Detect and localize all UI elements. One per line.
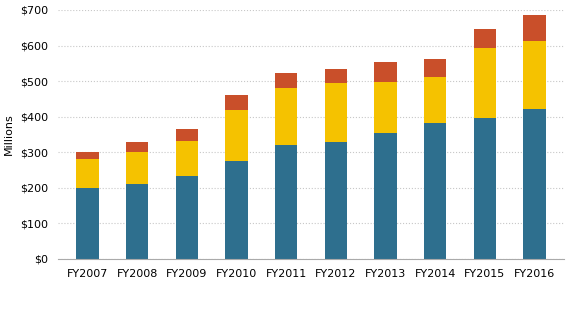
Bar xyxy=(176,176,198,259)
Bar xyxy=(474,29,496,48)
Bar xyxy=(275,145,297,259)
Bar xyxy=(76,188,98,259)
Bar xyxy=(474,118,496,259)
Bar xyxy=(325,83,347,141)
Bar xyxy=(325,69,347,83)
Bar xyxy=(374,82,397,133)
Bar xyxy=(374,133,397,259)
Bar xyxy=(176,140,198,176)
Bar xyxy=(176,129,198,140)
Bar xyxy=(524,41,546,109)
Y-axis label: Millions: Millions xyxy=(4,114,14,155)
Bar xyxy=(275,73,297,88)
Bar xyxy=(76,159,98,188)
Bar xyxy=(126,152,148,184)
Bar xyxy=(424,59,446,77)
Bar xyxy=(126,142,148,152)
Bar xyxy=(225,161,248,259)
Bar xyxy=(524,109,546,259)
Bar xyxy=(374,61,397,82)
Bar xyxy=(76,151,98,159)
Bar xyxy=(126,184,148,259)
Bar xyxy=(424,77,446,123)
Bar xyxy=(325,141,347,259)
Bar xyxy=(225,110,248,161)
Bar xyxy=(424,123,446,259)
Bar xyxy=(474,48,496,118)
Bar xyxy=(225,95,248,110)
Bar xyxy=(524,15,546,41)
Bar xyxy=(275,88,297,145)
